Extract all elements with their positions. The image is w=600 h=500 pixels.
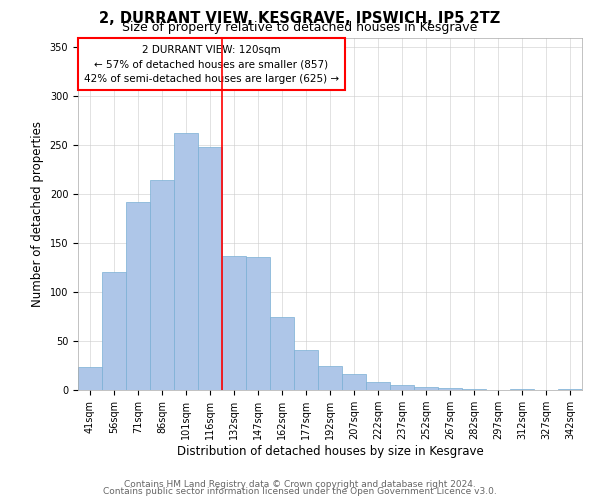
- X-axis label: Distribution of detached houses by size in Kesgrave: Distribution of detached houses by size …: [176, 445, 484, 458]
- Text: Contains public sector information licensed under the Open Government Licence v3: Contains public sector information licen…: [103, 487, 497, 496]
- Bar: [342, 374, 366, 390]
- Bar: [462, 389, 486, 390]
- Bar: [318, 366, 342, 390]
- Bar: [78, 366, 102, 390]
- Bar: [366, 382, 390, 390]
- Text: Size of property relative to detached houses in Kesgrave: Size of property relative to detached ho…: [122, 22, 478, 35]
- Bar: [126, 202, 150, 390]
- Bar: [198, 147, 222, 390]
- Bar: [558, 389, 582, 390]
- Bar: [414, 387, 438, 390]
- Bar: [294, 350, 318, 390]
- Text: 2, DURRANT VIEW, KESGRAVE, IPSWICH, IP5 2TZ: 2, DURRANT VIEW, KESGRAVE, IPSWICH, IP5 …: [100, 11, 500, 26]
- Bar: [150, 180, 174, 390]
- Text: 2 DURRANT VIEW: 120sqm
← 57% of detached houses are smaller (857)
42% of semi-de: 2 DURRANT VIEW: 120sqm ← 57% of detached…: [84, 44, 339, 84]
- Y-axis label: Number of detached properties: Number of detached properties: [31, 120, 44, 306]
- Bar: [222, 256, 246, 390]
- Bar: [438, 388, 462, 390]
- Bar: [102, 272, 126, 390]
- Bar: [174, 134, 198, 390]
- Text: Contains HM Land Registry data © Crown copyright and database right 2024.: Contains HM Land Registry data © Crown c…: [124, 480, 476, 489]
- Bar: [246, 257, 270, 390]
- Bar: [270, 316, 294, 390]
- Bar: [510, 389, 534, 390]
- Bar: [390, 385, 414, 390]
